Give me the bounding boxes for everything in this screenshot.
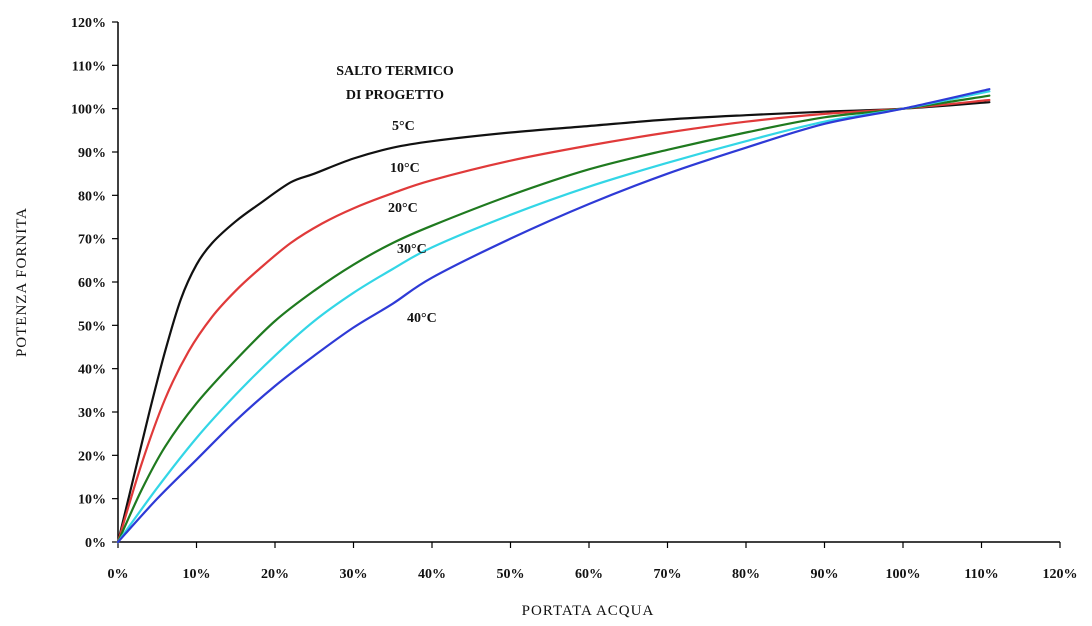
y-tick-label: 30% <box>78 406 106 421</box>
label-layer: 5°C 10°C 20°C 30°C 40°C <box>388 119 437 326</box>
series-line-2 <box>116 94 991 544</box>
annotation-line1: SALTO TERMICO <box>336 64 454 79</box>
series-line-4 <box>116 88 991 544</box>
y-tick-label: 70% <box>78 233 106 248</box>
x-tick-label: 30% <box>340 567 368 582</box>
y-tick-label: 20% <box>78 449 106 464</box>
y-tick-label: 80% <box>78 189 106 204</box>
series-line-3 <box>116 90 991 544</box>
y-tick-label: 50% <box>78 319 106 334</box>
x-axis-title: PORTATA ACQUA <box>522 603 655 619</box>
series-label-2: 20°C <box>388 201 418 216</box>
x-tick-label: 0% <box>108 567 129 582</box>
y-tick-label: 10% <box>78 493 106 508</box>
series-line-0 <box>116 101 991 544</box>
series-label-3: 30°C <box>397 242 427 257</box>
series-label-4: 40°C <box>407 311 437 326</box>
axes-layer: 0% 10% 20% 30% 40% 50% 60% 70% 80% 90% 100% 110% 120… <box>71 16 1078 582</box>
annotation-line2: DI PROGETTO <box>346 88 444 103</box>
series-layer <box>116 88 991 544</box>
x-tick-label: 90% <box>811 567 839 582</box>
x-tick-label: 10% <box>183 567 211 582</box>
series-line-1 <box>116 98 991 544</box>
y-tick-label: 90% <box>78 146 106 161</box>
x-tick-label: 20% <box>261 567 289 582</box>
x-tick-label: 110% <box>964 567 998 582</box>
y-tick-label: 40% <box>78 363 106 378</box>
x-tick-label: 70% <box>654 567 682 582</box>
x-tick-label: 80% <box>732 567 760 582</box>
y-tick-label: 110% <box>72 59 106 74</box>
y-tick-label: 120% <box>71 16 106 31</box>
y-tick-label: 0% <box>85 536 106 551</box>
y-axis-title: POTENZA FORNITA <box>14 207 30 357</box>
x-tick-label: 100% <box>886 567 921 582</box>
y-tick-label: 100% <box>71 103 106 118</box>
x-tick-label: 60% <box>575 567 603 582</box>
x-tick-label: 50% <box>497 567 525 582</box>
series-label-0: 5°C <box>392 119 415 134</box>
series-label-1: 10°C <box>390 161 420 176</box>
y-tick-label: 60% <box>78 276 106 291</box>
x-tick-label: 120% <box>1043 567 1078 582</box>
x-tick-label: 40% <box>418 567 446 582</box>
